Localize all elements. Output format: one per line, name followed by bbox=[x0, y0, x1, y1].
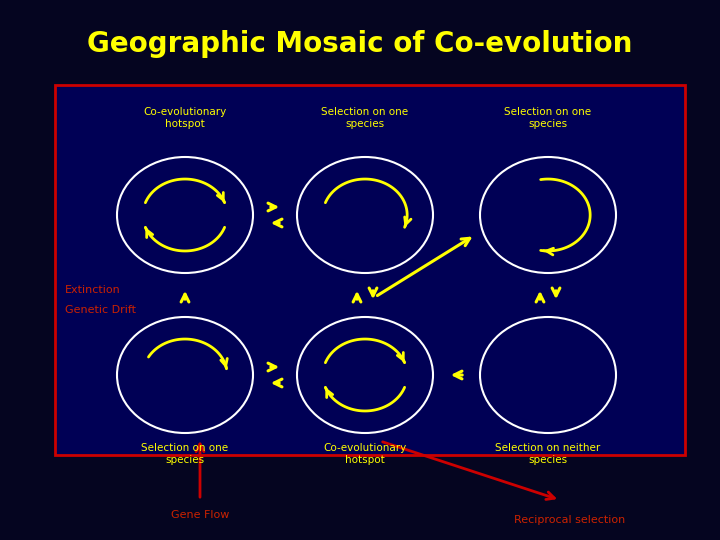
Text: Gene Flow: Gene Flow bbox=[171, 510, 229, 520]
Text: Selection on neither
species: Selection on neither species bbox=[495, 443, 600, 465]
Text: Genetic Drift: Genetic Drift bbox=[65, 305, 136, 315]
Text: Reciprocal selection: Reciprocal selection bbox=[514, 515, 626, 525]
Text: Co-evolutionary
hotspot: Co-evolutionary hotspot bbox=[323, 443, 407, 465]
Text: Selection on one
species: Selection on one species bbox=[321, 106, 408, 129]
Bar bbox=[55, 85, 685, 455]
Text: Geographic Mosaic of Co-evolution: Geographic Mosaic of Co-evolution bbox=[87, 30, 633, 58]
Text: Co-evolutionary
hotspot: Co-evolutionary hotspot bbox=[143, 106, 227, 129]
Text: Selection on one
species: Selection on one species bbox=[141, 443, 228, 465]
Text: Extinction: Extinction bbox=[65, 285, 121, 295]
Text: Selection on one
species: Selection on one species bbox=[505, 106, 592, 129]
